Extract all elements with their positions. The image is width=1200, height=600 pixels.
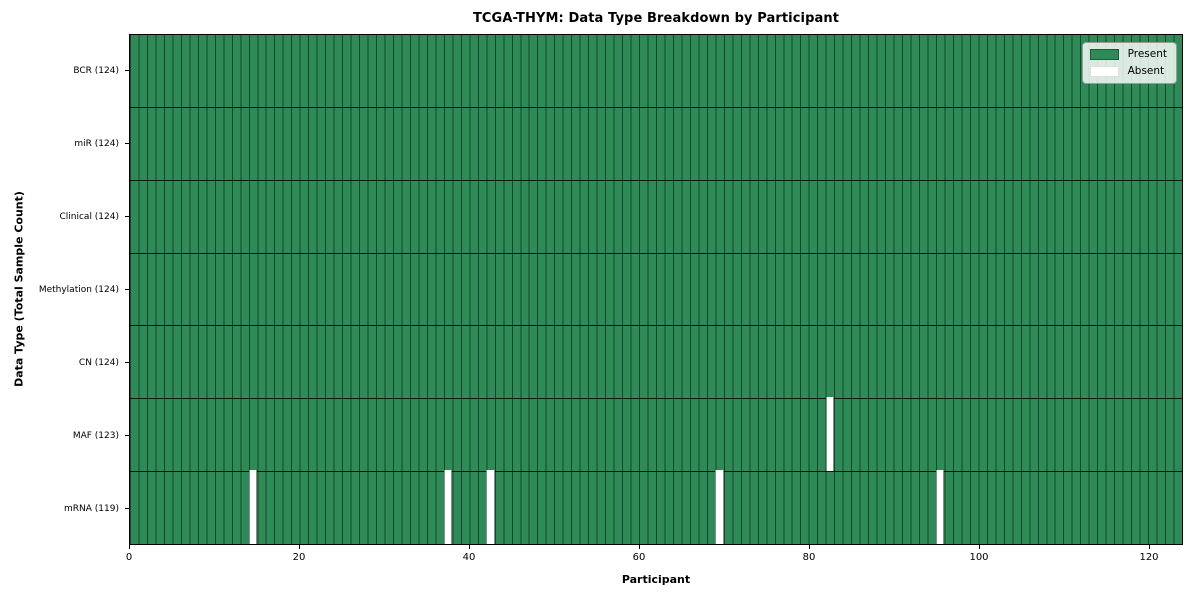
x-tick-mark <box>979 545 980 549</box>
y-tick-mark <box>125 289 129 290</box>
legend-label-present: Present <box>1127 48 1167 61</box>
x-tick-label-0: 0 <box>125 552 133 563</box>
x-axis-label: Participant <box>621 573 691 586</box>
heatmap-row-MAF <box>130 397 1182 473</box>
heatmap-row-Methylation <box>130 254 1182 327</box>
y-tick-label-Methylation: Methylation (124) <box>38 284 119 295</box>
present-swatch <box>1089 49 1119 60</box>
y-axis: BCR (124) miR (124) Clinical (124) Methylat… <box>0 34 129 545</box>
absent-cell-mRNA-95 <box>935 470 945 545</box>
y-tick-mark <box>125 508 129 509</box>
y-tick-label-CN: CN (124) <box>78 357 119 368</box>
x-axis: 0 20 40 60 80 100 120 <box>125 545 1183 579</box>
x-tick-label-80: 80 <box>802 552 816 563</box>
x-tick-mark <box>639 545 640 549</box>
y-tick-label-MAF: MAF (123) <box>72 430 119 441</box>
heatmap-row-miR <box>130 108 1182 181</box>
x-tick-label-20: 20 <box>292 552 306 563</box>
absent-cell-mRNA-42 <box>486 470 495 545</box>
legend-item-absent: Absent <box>1089 65 1167 78</box>
heatmap-row-CN <box>130 326 1182 400</box>
heatmap-row-mRNA <box>130 470 1182 545</box>
absent-cell-MAF-82 <box>825 397 835 472</box>
y-tick-mark <box>125 69 129 71</box>
heatmap-row-Clinical <box>130 181 1182 254</box>
absent-swatch <box>1089 66 1119 77</box>
legend-label-absent: Absent <box>1127 65 1165 78</box>
y-tick-mark <box>125 362 129 363</box>
y-tick-label-Clinical: Clinical (124) <box>59 211 119 222</box>
heatmap-row-BCR <box>130 35 1182 108</box>
x-tick-label-120: 120 <box>1139 552 1159 563</box>
x-tick-label-60: 60 <box>632 552 646 563</box>
y-tick-label-BCR: BCR (124) <box>73 65 119 76</box>
legend-item-present: Present <box>1089 48 1167 61</box>
heatmap-rows <box>130 35 1182 545</box>
absent-cell-mRNA-37 <box>443 470 453 545</box>
y-tick-mark <box>125 435 129 436</box>
plot-area: Present Absent <box>129 34 1183 545</box>
y-tick-label-mRNA: mRNA (119) <box>64 503 119 514</box>
y-tick-mark <box>125 216 129 217</box>
x-tick-mark <box>129 545 130 549</box>
y-tick-mark <box>125 143 129 144</box>
absent-cell-mRNA-69 <box>715 470 724 545</box>
x-tick-label-40: 40 <box>462 552 476 563</box>
x-tick-label-100: 100 <box>969 552 989 563</box>
legend: Present Absent <box>1081 42 1177 84</box>
y-tick-label-miR: miR (124) <box>74 138 119 149</box>
x-tick-mark <box>809 545 810 549</box>
x-tick-mark <box>469 545 470 549</box>
absent-cell-mRNA-14 <box>248 470 258 545</box>
x-tick-mark <box>299 545 300 549</box>
chart-title: TCGA-THYM: Data Type Breakdown by Partic… <box>472 11 840 26</box>
x-tick-mark <box>1149 545 1150 549</box>
